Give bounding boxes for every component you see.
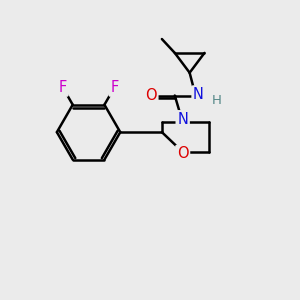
Text: F: F [110,80,118,95]
Text: N: N [177,112,188,127]
Text: H: H [212,94,221,107]
Text: N: N [193,87,204,102]
Text: F: F [59,80,67,95]
Text: O: O [177,146,188,161]
Text: O: O [145,88,157,103]
